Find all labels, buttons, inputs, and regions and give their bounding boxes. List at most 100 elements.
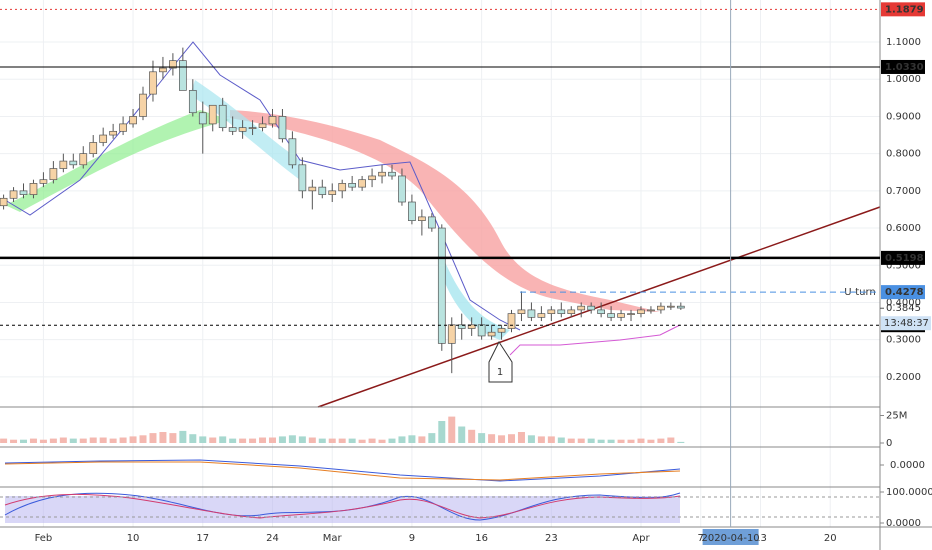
candle-body (607, 313, 615, 318)
volume-bar (189, 434, 197, 443)
candle-body (487, 331, 496, 337)
cursor-date: 2020-04-10 (702, 533, 760, 544)
candle-body (467, 324, 476, 329)
volume-bar (667, 437, 675, 443)
x-tick-label: 9 (409, 533, 415, 544)
candle-body (676, 305, 685, 309)
volume-bar (348, 438, 356, 443)
price-tag (881, 59, 925, 74)
candle-body (238, 127, 247, 132)
candle-body (368, 175, 376, 181)
price-tag (881, 285, 925, 300)
volume-bar (617, 439, 625, 443)
volume-bar (577, 438, 585, 443)
volume-bar (59, 437, 67, 443)
volume-bar (338, 438, 346, 443)
volume-bar (627, 439, 635, 443)
stoch-line (4, 492, 681, 521)
candle-body (288, 138, 297, 166)
y-tick-label: 0.4000 (886, 297, 921, 308)
volume-bar (418, 436, 426, 443)
candle-body (557, 309, 566, 314)
y-tick-label: 1.0000 (886, 74, 921, 85)
volume-bar (10, 439, 18, 443)
volume-bar (179, 430, 187, 443)
price-tag-label: 0.4278 (885, 287, 924, 298)
stoch-tick-label: 100.0000 (886, 487, 932, 498)
volume-bar (647, 439, 655, 443)
candle-body (388, 171, 396, 177)
ma-ribbon (5, 110, 230, 212)
candle-body (318, 186, 327, 195)
x-tick-label: 16 (475, 533, 488, 544)
candle-body (328, 190, 337, 195)
candle-body (437, 227, 446, 344)
y-tick-label: 0.5000 (886, 260, 921, 271)
price-tag-label: 1.0330 (885, 62, 924, 73)
x-tick-label: 24 (266, 533, 279, 544)
volume-bar (129, 436, 137, 443)
candle-body (427, 216, 436, 229)
candle-body (188, 90, 197, 114)
candle-body (577, 305, 586, 311)
volume-bar (49, 438, 57, 443)
volume-bar (268, 437, 276, 443)
candle-body (19, 190, 28, 195)
candle-body (657, 305, 665, 311)
volume-bar (677, 441, 685, 443)
volume-bar (308, 437, 316, 443)
candle-body (507, 313, 516, 329)
candle-body (39, 179, 48, 184)
candle-body (99, 134, 108, 143)
candle-body (398, 175, 406, 203)
volume-bar (219, 436, 227, 443)
y-tick-label: 0.7000 (886, 186, 921, 197)
y-tick-label: 0.9000 (886, 111, 921, 122)
ma-ribbon (230, 110, 660, 312)
volume-bar (657, 438, 665, 443)
candle-body (69, 160, 78, 166)
price-tag (881, 250, 925, 265)
candle-body (228, 127, 237, 132)
x-tick-label: Feb (35, 533, 53, 544)
volume-bar (478, 433, 486, 443)
y-tick-label: 0.3000 (886, 335, 921, 346)
indicator-line (509, 324, 681, 356)
x-tick-label: 17 (196, 533, 209, 544)
candle-body (667, 305, 675, 308)
candle-body (627, 313, 635, 315)
volume-bar (428, 433, 436, 443)
stoch-tick-label: 0.0000 (886, 518, 921, 529)
volume-bar (139, 435, 147, 443)
volume-bar (149, 433, 157, 443)
volume-bar (199, 436, 207, 443)
volume-bar (368, 438, 376, 443)
candle-body (537, 313, 546, 318)
candle-body (49, 168, 58, 181)
candle-body (0, 197, 8, 207)
candle-body (348, 183, 357, 188)
candle-body (218, 104, 227, 128)
candle-body (497, 328, 506, 333)
candle-body (587, 305, 596, 311)
candle-body (527, 309, 536, 318)
candle-body (268, 116, 277, 125)
volume-bar (468, 429, 476, 443)
candle-body (119, 123, 127, 132)
candle-body (59, 160, 68, 169)
candle-body (597, 309, 605, 314)
candle-body (179, 60, 187, 91)
volume-bar (239, 438, 247, 443)
volume-bar (488, 434, 496, 443)
x-tick-label: 13 (754, 533, 767, 544)
volume-bar (109, 438, 117, 443)
candle-body (408, 201, 416, 221)
candle-body (208, 104, 217, 125)
candle-body (109, 130, 117, 136)
y-tick-label: 0.6000 (886, 223, 921, 234)
countdown: 13:48:37 (884, 318, 929, 329)
candle-body (637, 309, 645, 314)
candle-body (338, 183, 347, 192)
volume-bar (328, 438, 336, 443)
